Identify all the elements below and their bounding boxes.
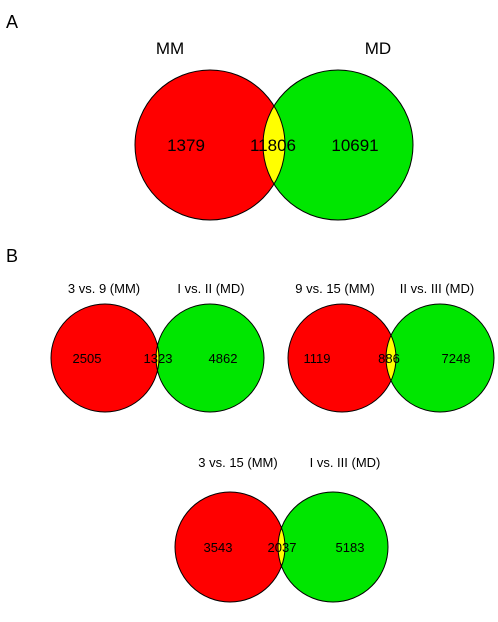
- venn-a-right-circle: [263, 70, 413, 220]
- venn-b2-left-circle: [288, 304, 396, 412]
- venn-a-right-count: 10691: [331, 136, 378, 155]
- venn-b1-left-circle: [51, 304, 159, 412]
- venn-b1-left-title: 3 vs. 9 (MM): [68, 281, 140, 296]
- panel-a-letter: A: [6, 12, 18, 32]
- panel-b: B 3 vs. 9 (MM) I vs. II (MD) 2505 1323 4…: [6, 246, 495, 603]
- venn-a-right-outline: [262, 69, 414, 221]
- venn-b2-right-title: II vs. III (MD): [400, 281, 474, 296]
- venn-b1-right-outline: [155, 303, 265, 413]
- venn-a-left-count: 1379: [167, 136, 205, 155]
- venn-b3-left-circle: [175, 492, 285, 602]
- venn-b2-overlap-count: 886: [378, 351, 400, 366]
- venn-a-left-outline: [134, 69, 286, 221]
- venn-b1-left-outline: [50, 303, 160, 413]
- venn-a-left-title: MM: [156, 39, 184, 58]
- venn-b3-left-title: 3 vs. 15 (MM): [198, 455, 277, 470]
- venn-b1-overlap-count: 1323: [144, 351, 173, 366]
- panel-b-letter: B: [6, 246, 18, 266]
- venn-b2-left-count: 1119: [304, 351, 331, 366]
- venn-b1-left-count: 2505: [73, 351, 102, 366]
- venn-b3: 3 vs. 15 (MM) I vs. III (MD) 3543 2037 5…: [174, 455, 389, 603]
- venn-b2-left-title: 9 vs. 15 (MM): [295, 281, 374, 296]
- venn-b1-right-count: 4862: [209, 351, 238, 366]
- venn-a-right-title: MD: [365, 39, 391, 58]
- venn-b3-right-circle: [278, 492, 388, 602]
- venn-b3-right-title: I vs. III (MD): [310, 455, 381, 470]
- venn-a-overlap-count: 11806: [250, 136, 296, 155]
- venn-b1: 3 vs. 9 (MM) I vs. II (MD) 2505 1323 486…: [50, 281, 265, 413]
- venn-b3-right-outline: [277, 491, 389, 603]
- panel-a: A MM MD 1379 11806 10691: [6, 12, 414, 221]
- venn-a-left-circle: [135, 70, 285, 220]
- venn-b1-right-circle: [156, 304, 264, 412]
- venn-b2-left-outline: [287, 303, 397, 413]
- venn-b3-right-count: 5183: [336, 540, 365, 555]
- venn-b3-left-count: 3543: [204, 540, 233, 555]
- venn-b3-left-outline: [174, 491, 286, 603]
- venn-b1-right-title: I vs. II (MD): [177, 281, 244, 296]
- venn-b2: 9 vs. 15 (MM) II vs. III (MD) 1119 886 7…: [287, 281, 495, 413]
- venn-b2-right-outline: [385, 303, 495, 413]
- venn-b2-right-count: 7248: [442, 351, 471, 366]
- venn-b2-right-circle: [386, 304, 494, 412]
- venn-b3-overlap-count: 2037: [268, 540, 297, 555]
